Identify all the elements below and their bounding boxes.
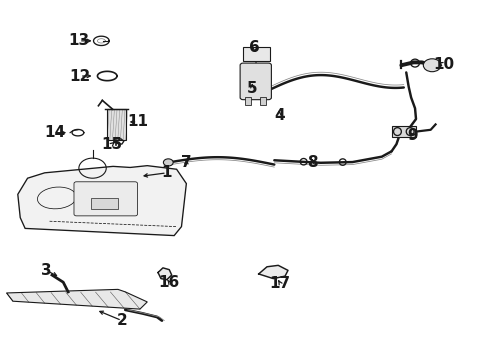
FancyBboxPatch shape bbox=[240, 63, 271, 100]
Text: 1: 1 bbox=[162, 165, 172, 180]
Bar bbox=[392, 126, 416, 137]
Text: 12: 12 bbox=[69, 68, 91, 84]
Bar bbox=[245, 97, 251, 105]
FancyBboxPatch shape bbox=[74, 182, 138, 216]
Polygon shape bbox=[259, 265, 288, 279]
Text: 2: 2 bbox=[117, 313, 127, 328]
Text: 3: 3 bbox=[41, 263, 51, 278]
Polygon shape bbox=[18, 166, 186, 235]
Text: 10: 10 bbox=[433, 57, 454, 72]
Text: 7: 7 bbox=[181, 155, 192, 170]
Text: 13: 13 bbox=[68, 33, 90, 48]
Bar bbox=[260, 97, 266, 105]
Text: 5: 5 bbox=[247, 81, 258, 96]
Polygon shape bbox=[158, 268, 172, 280]
Text: 17: 17 bbox=[270, 276, 291, 291]
Text: 8: 8 bbox=[307, 155, 318, 170]
Text: 4: 4 bbox=[274, 108, 285, 123]
Text: 9: 9 bbox=[407, 128, 417, 143]
Circle shape bbox=[163, 159, 173, 166]
Text: 15: 15 bbox=[101, 137, 122, 152]
Text: 6: 6 bbox=[249, 40, 260, 55]
Bar bbox=[91, 198, 118, 209]
Bar bbox=[243, 46, 270, 61]
Polygon shape bbox=[6, 289, 147, 309]
Text: 14: 14 bbox=[44, 125, 65, 140]
Text: 16: 16 bbox=[159, 275, 180, 290]
Circle shape bbox=[423, 59, 441, 72]
Text: 11: 11 bbox=[127, 114, 148, 129]
Bar bbox=[107, 109, 126, 140]
